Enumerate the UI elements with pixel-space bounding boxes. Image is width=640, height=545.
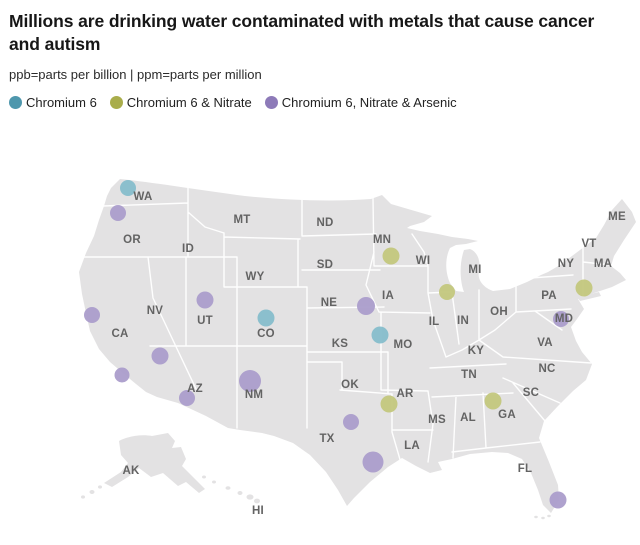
legend-label: Chromium 6, Nitrate & Arsenic xyxy=(281,95,457,111)
legend-swatch-icon xyxy=(109,96,123,110)
data-dot-ut-2-2[interactable] xyxy=(196,291,214,309)
state-label-hi: HI xyxy=(252,505,264,517)
data-dot-wi-1-1[interactable] xyxy=(439,284,455,300)
state-label-mn: MN xyxy=(373,234,391,246)
state-label-wy: WY xyxy=(246,271,265,283)
state-label-mi: MI xyxy=(468,264,481,276)
data-dot-nm-2-6[interactable] xyxy=(239,370,261,392)
legend-label: Chromium 6 & Nitrate xyxy=(126,95,252,111)
state-label-co: CO xyxy=(257,328,275,340)
state-label-ms: MS xyxy=(428,414,446,426)
data-dot-ca-2-1[interactable] xyxy=(84,307,100,323)
chart-subtitle: ppb=parts per billion | ppm=parts per mi… xyxy=(9,67,262,83)
state-label-ia: IA xyxy=(382,290,394,302)
legend-item-chromium6_nitrate: Chromium 6 & Nitrate xyxy=(109,95,252,111)
state-label-ne: NE xyxy=(321,297,338,309)
state-label-ma: MA xyxy=(594,258,612,270)
data-dot-md-2-10[interactable] xyxy=(553,311,569,327)
state-label-me: ME xyxy=(608,211,626,223)
alaska-shape xyxy=(104,433,205,493)
data-dot-tx-2-8[interactable] xyxy=(343,414,359,430)
state-label-wa: WA xyxy=(134,191,153,203)
legend-swatch-icon xyxy=(9,96,22,110)
legend-item-chromium6_nitrate_arsenic: Chromium 6, Nitrate & Arsenic xyxy=(264,95,457,111)
state-label-nv: NV xyxy=(147,305,164,317)
state-label-nd: ND xyxy=(316,217,333,229)
us-mainland-shape xyxy=(79,179,636,513)
state-label-ks: KS xyxy=(332,338,349,350)
state-label-ny: NY xyxy=(558,258,575,270)
state-label-vt: VT xyxy=(581,238,596,250)
data-dot-or-2-0[interactable] xyxy=(110,205,126,221)
state-label-al: AL xyxy=(460,412,476,424)
data-dot-ma-1-4[interactable] xyxy=(575,279,593,297)
data-dot-ar-1-2[interactable] xyxy=(380,395,398,413)
chart-header: Millions are drinking water contaminated… xyxy=(0,0,640,110)
state-label-ky: KY xyxy=(468,345,485,357)
state-label-la: LA xyxy=(404,440,420,452)
state-label-mt: MT xyxy=(233,214,250,226)
data-dot-mn-1-0[interactable] xyxy=(382,247,400,265)
state-label-mo: MO xyxy=(394,339,413,351)
data-dot-co-0-1[interactable] xyxy=(257,309,275,327)
data-dot-az-2-5[interactable] xyxy=(179,390,195,406)
state-label-ak: AK xyxy=(122,465,140,477)
island-specks xyxy=(81,292,601,520)
state-label-va: VA xyxy=(537,337,553,349)
state-label-md: MD xyxy=(555,313,573,325)
legend: Chromium 6 Chromium 6 & Nitrate Chromium 6… xyxy=(9,95,628,110)
state-label-nc: NC xyxy=(538,363,555,375)
state-labels-layer: WA OR ID MT ND MN WI MI ME VT NY MA SD WY IA NE PA OH IL IN… xyxy=(111,191,625,517)
state-label-ga: GA xyxy=(498,409,516,421)
state-label-tn: TN xyxy=(461,369,477,381)
state-label-az: AZ xyxy=(187,383,203,395)
chart-title: Millions are drinking water contaminated… xyxy=(9,11,595,55)
state-label-or: OR xyxy=(123,234,141,246)
data-dot-fl-2-11[interactable] xyxy=(549,491,567,509)
state-label-nm: NM xyxy=(245,389,263,401)
legend-item-chromium6: Chromium 6 xyxy=(9,95,97,110)
state-label-id: ID xyxy=(182,243,194,255)
data-dot-ne-2-7[interactable] xyxy=(357,297,375,315)
data-dots-layer xyxy=(84,180,593,509)
data-dot-tx-2-9[interactable] xyxy=(362,451,384,473)
data-dot-ca-2-4[interactable] xyxy=(114,367,130,383)
data-dot-mo-0-2[interactable] xyxy=(371,326,389,344)
state-label-ut: UT xyxy=(197,315,213,327)
legend-swatch-icon xyxy=(264,96,278,110)
state-label-wi: WI xyxy=(416,255,430,267)
state-label-ar: AR xyxy=(396,388,414,400)
state-label-il: IL xyxy=(429,316,440,328)
state-label-ok: OK xyxy=(341,379,359,391)
data-dot-ga-1-3[interactable] xyxy=(484,392,502,410)
data-dot-nv-2-3[interactable] xyxy=(151,347,169,365)
legend-label: Chromium 6 xyxy=(26,95,97,111)
state-label-fl: FL xyxy=(518,463,532,475)
state-label-sc: SC xyxy=(523,387,539,399)
state-label-tx: TX xyxy=(319,433,334,445)
state-label-in: IN xyxy=(457,315,469,327)
state-label-ca: CA xyxy=(111,328,128,340)
data-dot-wa-0-0[interactable] xyxy=(120,180,136,196)
state-label-pa: PA xyxy=(541,290,557,302)
state-label-sd: SD xyxy=(317,259,333,271)
state-label-oh: OH xyxy=(490,306,508,318)
